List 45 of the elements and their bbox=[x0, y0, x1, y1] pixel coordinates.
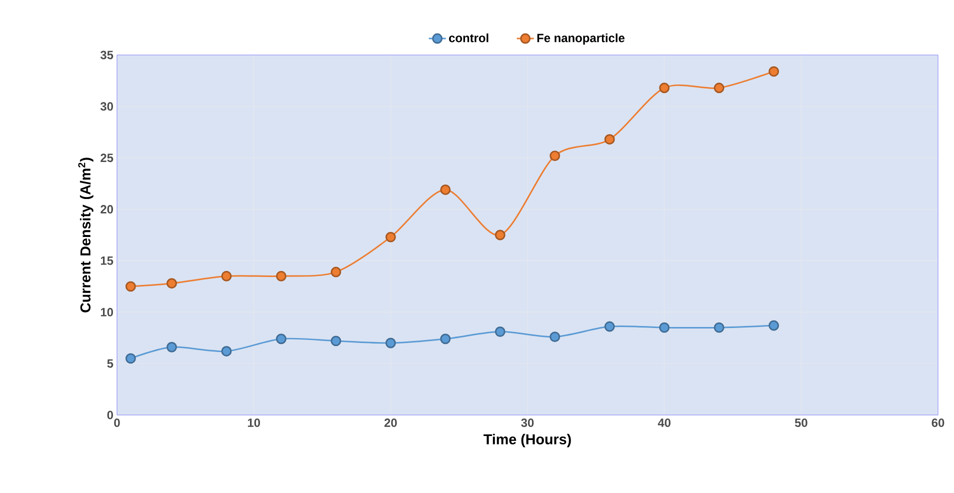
point bbox=[659, 82, 670, 94]
point bbox=[276, 334, 286, 344]
x-tick-label: 0 bbox=[114, 418, 120, 427]
point bbox=[494, 326, 506, 337]
point bbox=[550, 332, 560, 342]
x-axis-title: Time (Hours) bbox=[484, 434, 571, 448]
y-tick-label: 25 bbox=[100, 154, 114, 162]
point bbox=[768, 320, 780, 331]
point bbox=[604, 321, 615, 332]
point bbox=[385, 232, 396, 242]
point bbox=[330, 336, 342, 346]
y-axis-title: Current Density (A/m$^{2}$) bbox=[78, 158, 94, 312]
point bbox=[768, 66, 780, 77]
point bbox=[385, 338, 396, 348]
y-tick-label: 5 bbox=[107, 359, 114, 368]
legend-label: control bbox=[449, 33, 488, 42]
point bbox=[659, 322, 670, 333]
y-tick-label: 20 bbox=[100, 205, 113, 214]
point bbox=[221, 270, 232, 282]
point bbox=[714, 82, 724, 94]
point bbox=[550, 150, 560, 162]
x-tick-label: 50 bbox=[794, 418, 808, 427]
point bbox=[714, 322, 724, 333]
x-tick-label: 60 bbox=[932, 418, 944, 427]
y-tick-label: 15 bbox=[100, 256, 114, 265]
y-tick-label: 10 bbox=[100, 308, 113, 316]
y-tick-label: 0 bbox=[107, 410, 113, 420]
point bbox=[125, 353, 136, 364]
y-tick-label: 30 bbox=[100, 102, 113, 111]
point bbox=[125, 281, 136, 292]
point bbox=[330, 266, 342, 278]
x-tick-label: 20 bbox=[384, 418, 397, 427]
x-tick-label: 10 bbox=[248, 418, 260, 427]
x-tick-label: 40 bbox=[658, 418, 670, 427]
point bbox=[604, 134, 615, 145]
legend-label: Fe nanoparticle bbox=[537, 33, 625, 45]
point bbox=[276, 270, 286, 282]
y-tick-label: 35 bbox=[100, 50, 114, 60]
x-tick-label: 30 bbox=[521, 418, 534, 428]
point bbox=[440, 334, 451, 344]
point bbox=[166, 342, 177, 352]
point bbox=[494, 230, 506, 240]
point bbox=[440, 184, 451, 195]
point bbox=[166, 278, 177, 289]
point bbox=[221, 346, 232, 356]
